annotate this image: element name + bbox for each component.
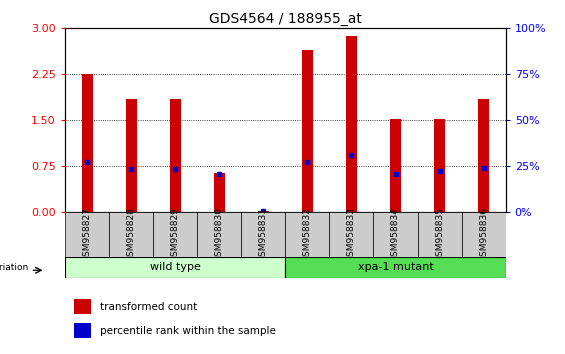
FancyBboxPatch shape xyxy=(329,212,373,257)
FancyBboxPatch shape xyxy=(462,212,506,257)
FancyBboxPatch shape xyxy=(241,212,285,257)
Text: GSM958827: GSM958827 xyxy=(82,207,92,262)
Bar xyxy=(74,323,92,338)
FancyBboxPatch shape xyxy=(285,212,329,257)
Title: GDS4564 / 188955_at: GDS4564 / 188955_at xyxy=(209,12,362,26)
Text: wild type: wild type xyxy=(150,262,201,272)
Text: GSM958830: GSM958830 xyxy=(215,207,224,262)
Text: GSM958832: GSM958832 xyxy=(303,207,312,262)
Bar xyxy=(258,211,269,212)
Text: GSM958829: GSM958829 xyxy=(171,207,180,262)
Text: GSM958831: GSM958831 xyxy=(259,207,268,262)
FancyBboxPatch shape xyxy=(65,257,285,278)
Bar xyxy=(74,299,92,314)
Bar xyxy=(81,74,93,212)
Text: xpa-1 mutant: xpa-1 mutant xyxy=(358,262,433,272)
FancyBboxPatch shape xyxy=(65,212,109,257)
FancyBboxPatch shape xyxy=(373,212,418,257)
FancyBboxPatch shape xyxy=(285,257,506,278)
Text: genotype/variation: genotype/variation xyxy=(0,263,29,272)
Bar xyxy=(478,99,489,212)
Bar xyxy=(434,119,445,212)
Text: transformed count: transformed count xyxy=(100,302,198,312)
Bar xyxy=(302,50,313,212)
Text: GSM958828: GSM958828 xyxy=(127,207,136,262)
FancyBboxPatch shape xyxy=(153,212,197,257)
Bar xyxy=(346,36,357,212)
Text: GSM958836: GSM958836 xyxy=(479,207,488,262)
Text: GSM958833: GSM958833 xyxy=(347,207,356,262)
FancyBboxPatch shape xyxy=(418,212,462,257)
Text: GSM958834: GSM958834 xyxy=(391,207,400,262)
Bar xyxy=(125,99,137,212)
Bar xyxy=(214,172,225,212)
Text: percentile rank within the sample: percentile rank within the sample xyxy=(100,326,276,336)
Bar xyxy=(390,119,401,212)
FancyBboxPatch shape xyxy=(197,212,241,257)
Bar xyxy=(170,99,181,212)
Text: GSM958835: GSM958835 xyxy=(435,207,444,262)
FancyBboxPatch shape xyxy=(109,212,153,257)
